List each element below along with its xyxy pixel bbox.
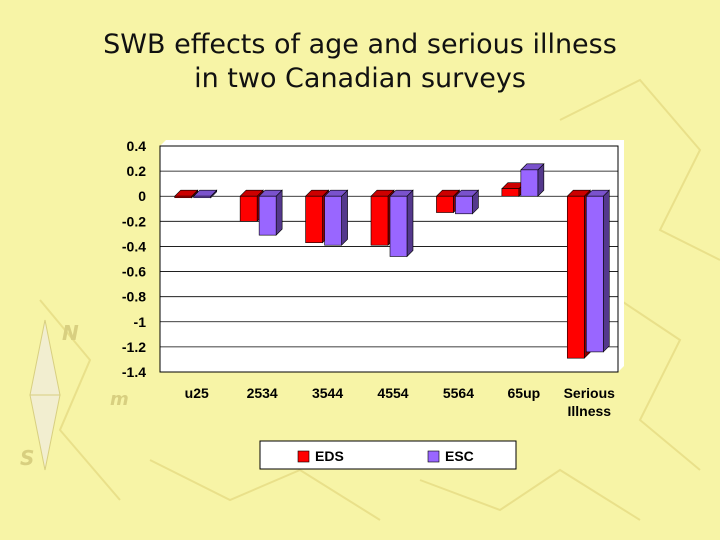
legend-item-eds: EDS xyxy=(297,448,344,464)
bar-esc xyxy=(323,189,349,246)
y-tick-label: -1 xyxy=(134,314,147,330)
x-tick-label: 3544 xyxy=(312,385,343,401)
svg-text:S: S xyxy=(20,446,34,470)
compass-icon: N S m xyxy=(20,319,129,471)
x-tick-label: Serious Illness xyxy=(564,385,616,419)
bar-esc xyxy=(192,189,218,199)
x-tick-label: u25 xyxy=(185,385,209,401)
bar-esc xyxy=(585,189,611,353)
y-tick-label: -0.2 xyxy=(122,213,146,229)
x-tick-label: 5564 xyxy=(443,385,474,401)
svg-text:m: m xyxy=(110,389,129,410)
y-tick-label: -1.2 xyxy=(122,339,146,355)
svg-text:ESC: ESC xyxy=(445,448,474,464)
slide-title-line-1: SWB effects of age and serious illness xyxy=(103,29,617,60)
slide-title: SWB effects of age and serious illness i… xyxy=(0,28,720,96)
x-tick-label: 4554 xyxy=(377,385,408,401)
svg-text:N: N xyxy=(62,321,79,345)
x-tick-label: 2534 xyxy=(247,385,278,401)
y-tick-label: -1.4 xyxy=(122,364,146,380)
y-tick-label: -0.6 xyxy=(122,264,146,280)
svg-text:EDS: EDS xyxy=(315,448,344,464)
y-tick-label: 0 xyxy=(138,188,146,204)
bar-eds xyxy=(173,189,199,199)
slide-title-line-2: in two Canadian surveys xyxy=(194,63,526,94)
plot-frame xyxy=(159,145,619,373)
y-tick-label: 0.2 xyxy=(127,163,147,179)
bar-esc xyxy=(389,189,414,258)
bar-esc xyxy=(454,189,480,215)
legend: EDS ESC xyxy=(259,440,517,470)
y-tick-label: -0.4 xyxy=(122,238,146,254)
bar-esc xyxy=(520,163,545,197)
y-tick-label: 0.4 xyxy=(127,138,147,154)
legend-item-esc: ESC xyxy=(427,448,474,464)
bar-esc xyxy=(258,189,283,236)
x-tick-label: 65up xyxy=(508,385,541,401)
y-tick-label: -0.8 xyxy=(122,289,146,305)
